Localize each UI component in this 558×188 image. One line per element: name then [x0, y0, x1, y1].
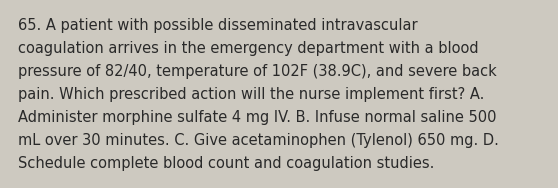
Text: mL over 30 minutes. C. Give acetaminophen (Tylenol) 650 mg. D.: mL over 30 minutes. C. Give acetaminophe…	[18, 133, 499, 148]
Text: coagulation arrives in the emergency department with a blood: coagulation arrives in the emergency dep…	[18, 41, 479, 56]
Text: pain. Which prescribed action will the nurse implement first? A.: pain. Which prescribed action will the n…	[18, 87, 484, 102]
Text: 65. A patient with possible disseminated intravascular: 65. A patient with possible disseminated…	[18, 18, 417, 33]
Text: pressure of 82/40, temperature of 102F (38.9C), and severe back: pressure of 82/40, temperature of 102F (…	[18, 64, 497, 79]
Text: Schedule complete blood count and coagulation studies.: Schedule complete blood count and coagul…	[18, 156, 434, 171]
Text: Administer morphine sulfate 4 mg IV. B. Infuse normal saline 500: Administer morphine sulfate 4 mg IV. B. …	[18, 110, 497, 125]
